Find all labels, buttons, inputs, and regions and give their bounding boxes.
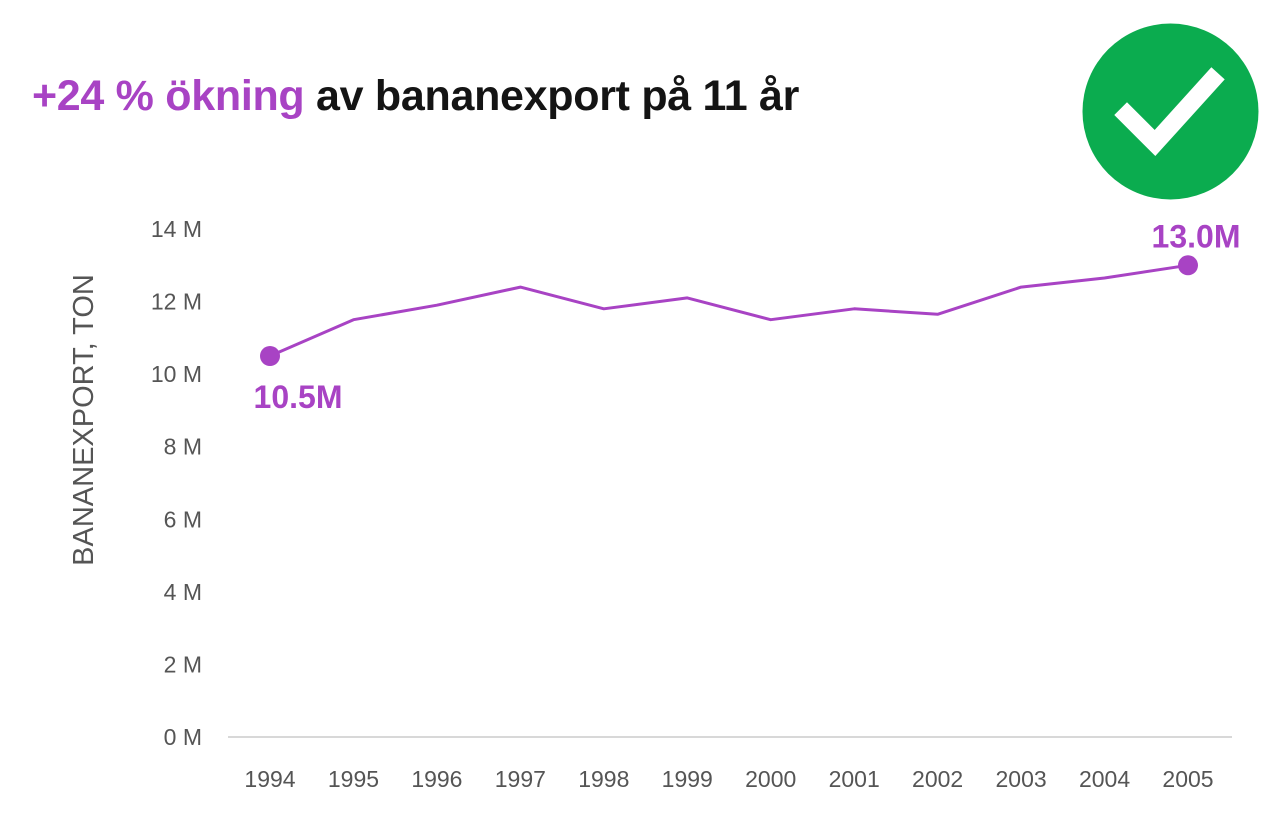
series-line bbox=[268, 263, 1190, 358]
y-tick-label: 8 M bbox=[164, 434, 202, 460]
chart-title: +24 % ökning av bananexport på 11 år bbox=[32, 72, 799, 121]
x-tick-label: 1998 bbox=[578, 766, 629, 792]
y-tick-label: 12 M bbox=[151, 289, 202, 315]
data-label: 10.5M bbox=[254, 379, 343, 415]
check-badge-circle bbox=[1082, 23, 1259, 200]
title-rest: av bananexport på 11 år bbox=[304, 72, 800, 120]
x-tick-label: 1996 bbox=[411, 766, 462, 792]
data-label: 13.0M bbox=[1152, 218, 1241, 254]
x-tick-label: 2002 bbox=[912, 766, 963, 792]
y-tick-label: 10 M bbox=[151, 361, 202, 387]
y-tick-label: 4 M bbox=[164, 579, 202, 605]
data-point bbox=[260, 346, 280, 366]
y-tick-label: 14 M bbox=[151, 216, 202, 242]
x-tick-label: 1999 bbox=[662, 766, 713, 792]
x-tick-label: 2005 bbox=[1162, 766, 1213, 792]
y-tick-label: 6 M bbox=[164, 506, 202, 532]
title-highlight: +24 % ökning bbox=[32, 72, 305, 120]
y-tick-label: 2 M bbox=[164, 651, 202, 677]
x-tick-label: 1995 bbox=[328, 766, 379, 792]
x-tick-label: 1994 bbox=[244, 766, 295, 792]
x-tick-label: 2003 bbox=[996, 766, 1047, 792]
check-icon bbox=[1082, 23, 1259, 200]
y-axis-label: BANANEXPORT, TON bbox=[68, 274, 100, 566]
x-tick-label: 2000 bbox=[745, 766, 796, 792]
x-tick-label: 2001 bbox=[829, 766, 880, 792]
x-tick-label: 2004 bbox=[1079, 766, 1130, 792]
y-tick-label: 0 M bbox=[164, 724, 202, 750]
x-tick-label: 1997 bbox=[495, 766, 546, 792]
data-point bbox=[1178, 255, 1198, 276]
check-mark bbox=[1114, 67, 1225, 157]
